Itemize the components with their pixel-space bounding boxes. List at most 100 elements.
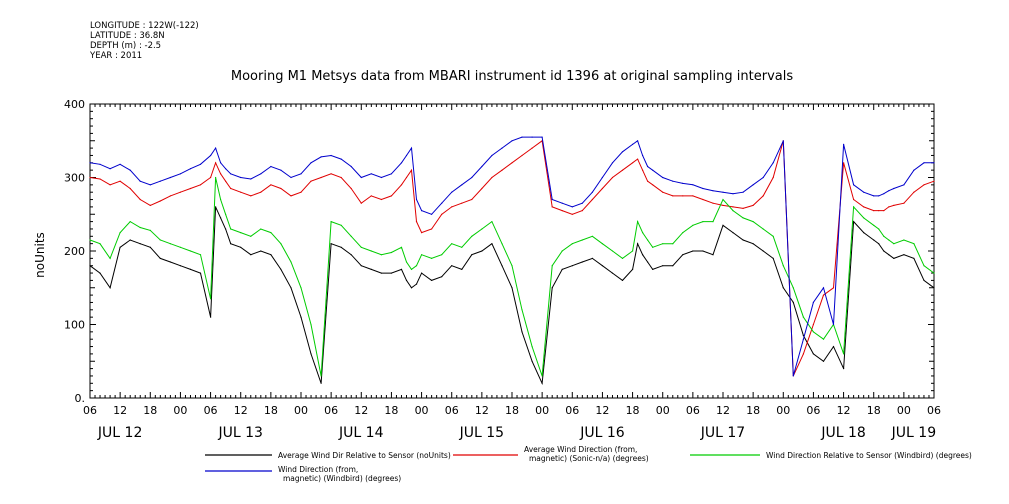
- data-point: [621, 169, 624, 171]
- data-point: [637, 140, 639, 142]
- data-point: [400, 184, 403, 186]
- x-hour-label: 06: [83, 404, 97, 417]
- data-point: [225, 168, 227, 170]
- data-point: [350, 165, 352, 168]
- data-point: [878, 243, 880, 245]
- data-point: [129, 239, 131, 241]
- data-point: [611, 272, 614, 274]
- legend-label-line: magnetic) (Sonic-n/a) (degrees): [529, 454, 649, 463]
- data-point: [903, 184, 905, 186]
- data-point: [210, 316, 212, 318]
- data-point: [139, 198, 141, 201]
- data-point: [250, 235, 252, 237]
- series-4: [89, 136, 935, 377]
- data-point: [240, 176, 242, 179]
- x-hour-label: 00: [173, 404, 187, 417]
- data-point: [451, 265, 453, 267]
- data-point: [601, 243, 604, 245]
- data-point: [863, 217, 865, 219]
- data-point: [812, 331, 815, 333]
- data-point: [431, 257, 433, 259]
- data-point: [832, 287, 835, 289]
- data-point: [647, 180, 649, 182]
- data-point: [888, 190, 890, 192]
- data-point: [792, 301, 794, 303]
- y-tick-label: 200: [64, 245, 85, 258]
- data-point: [330, 221, 332, 223]
- data-point: [421, 232, 423, 234]
- data-point: [481, 250, 483, 252]
- data-point: [210, 154, 212, 157]
- data-point: [632, 162, 634, 164]
- data-point: [451, 191, 453, 193]
- x-hour-label: 00: [415, 404, 429, 417]
- data-point: [712, 202, 714, 204]
- data-point: [405, 154, 408, 157]
- data-point: [290, 176, 292, 179]
- data-point: [531, 346, 533, 348]
- data-point: [672, 265, 674, 267]
- data-point: [792, 287, 794, 289]
- data-point: [471, 235, 473, 237]
- data-point: [380, 176, 382, 179]
- data-point: [230, 228, 232, 230]
- data-point: [441, 202, 443, 204]
- data-point: [451, 206, 453, 208]
- data-point: [405, 279, 408, 281]
- data-point: [878, 195, 880, 197]
- data-point: [732, 193, 734, 195]
- data-point: [652, 169, 654, 171]
- data-point: [883, 235, 885, 237]
- x-hour-label: 06: [686, 404, 700, 417]
- data-point: [179, 191, 181, 193]
- data-point: [501, 169, 503, 171]
- data-point: [742, 239, 744, 241]
- data-point: [415, 198, 418, 201]
- data-point: [762, 176, 764, 179]
- data-point: [179, 246, 181, 248]
- data-point: [431, 228, 433, 230]
- data-point: [169, 243, 171, 245]
- data-point: [300, 316, 302, 318]
- data-point: [712, 254, 714, 256]
- data-point: [230, 187, 232, 190]
- data-point: [672, 180, 674, 182]
- data-point: [647, 165, 649, 168]
- data-point: [300, 173, 302, 175]
- data-point: [742, 207, 744, 209]
- x-hour-label: 12: [475, 404, 489, 417]
- data-point: [521, 154, 523, 157]
- data-point: [561, 250, 563, 252]
- x-day-label: JUL 14: [338, 425, 384, 441]
- data-point: [340, 246, 342, 248]
- data-point: [903, 254, 905, 256]
- data-point: [642, 169, 644, 171]
- data-point: [280, 169, 282, 171]
- data-point: [89, 162, 91, 164]
- data-point: [642, 254, 644, 256]
- data-point: [119, 232, 121, 234]
- data-point: [405, 176, 408, 179]
- data-point: [390, 173, 392, 175]
- data-point: [149, 204, 151, 206]
- data-point: [159, 239, 161, 241]
- data-point: [853, 184, 855, 186]
- data-point: [89, 265, 91, 267]
- data-point: [179, 265, 181, 267]
- data-point: [320, 176, 322, 179]
- data-point: [632, 143, 634, 145]
- data-point: [461, 184, 463, 186]
- x-hour-label: 12: [113, 404, 127, 417]
- data-point: [551, 198, 553, 201]
- data-point: [561, 202, 563, 204]
- data-point: [310, 180, 312, 182]
- data-point: [853, 206, 855, 208]
- x-hour-label: 00: [294, 404, 308, 417]
- data-point: [732, 232, 734, 234]
- data-point: [501, 243, 503, 245]
- data-point: [571, 206, 573, 208]
- data-point: [129, 169, 131, 171]
- data-point: [230, 173, 232, 175]
- data-point: [415, 265, 418, 267]
- data-point: [461, 268, 463, 270]
